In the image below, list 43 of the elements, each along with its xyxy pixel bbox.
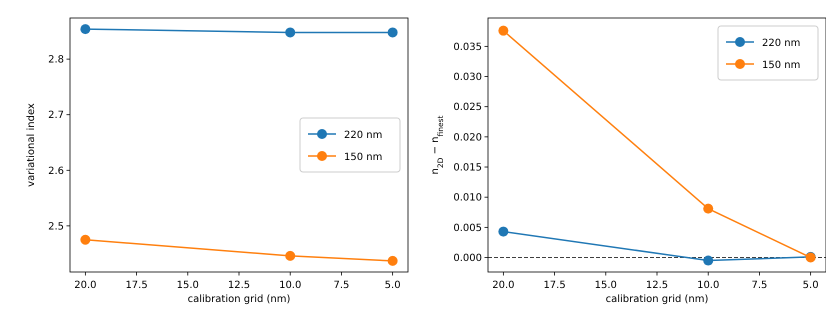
- y-tick-label: 2.7: [48, 110, 64, 122]
- x-tick-label: 12.5: [228, 280, 250, 291]
- y-tick-label: 0.025: [453, 102, 482, 114]
- y-tick-label: 2.5: [48, 221, 64, 232]
- x-axis-title: calibration grid (nm): [188, 294, 290, 305]
- point: [285, 250, 296, 261]
- x-tick-label: 7.5: [333, 280, 350, 291]
- y-tick-label: 2.8: [48, 54, 64, 66]
- legend-label: 150 nm: [344, 152, 382, 163]
- x-tick-label: 20.0: [492, 280, 514, 291]
- y-axis-title: variational index: [26, 103, 37, 187]
- y-tick-label: 0.035: [453, 42, 482, 53]
- x-tick-label: 10.0: [697, 280, 720, 291]
- point: [498, 26, 508, 36]
- point: [285, 27, 296, 38]
- point: [388, 256, 398, 266]
- legend-label: 220 nm: [344, 130, 382, 141]
- y-tick-label: 2.6: [48, 166, 64, 177]
- x-tick-label: 5.0: [802, 280, 819, 291]
- x-tick-label: 17.5: [125, 280, 148, 291]
- x-tick-label: 10.0: [279, 280, 302, 291]
- point: [498, 226, 508, 237]
- y-tick-label: 0.010: [453, 192, 482, 204]
- x-tick-label: 15.0: [176, 280, 199, 291]
- x-tick-label: 7.5: [751, 280, 768, 291]
- x-axis-title: calibration grid (nm): [606, 294, 708, 305]
- point: [703, 204, 714, 214]
- x-tick-label: 20.0: [74, 280, 96, 291]
- point: [80, 24, 90, 34]
- x-tick-label: 5.0: [384, 280, 401, 291]
- y-tick-label: 0.005: [453, 222, 482, 234]
- legend-label: 150 nm: [762, 60, 800, 71]
- x-tick-label: 17.5: [543, 280, 566, 291]
- point: [703, 256, 714, 266]
- x-tick-label: 15.0: [594, 280, 617, 291]
- x-tick-label: 12.5: [646, 280, 668, 291]
- point: [388, 27, 398, 38]
- y-tick-label: 0.000: [453, 253, 482, 264]
- y-tick-label: 0.020: [453, 132, 482, 144]
- legend-label: 220 nm: [762, 38, 800, 49]
- y-tick-label: 0.030: [453, 72, 482, 84]
- y-tick-label: 0.015: [453, 162, 482, 174]
- point: [80, 234, 90, 245]
